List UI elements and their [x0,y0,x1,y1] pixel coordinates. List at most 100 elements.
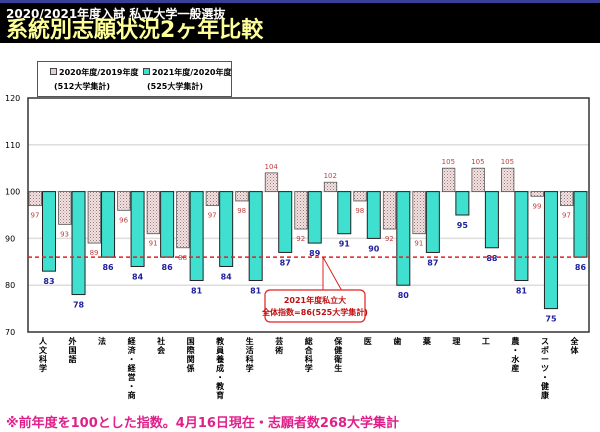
bar-2020 [28,191,42,207]
data-label-2020: 97 [208,212,217,220]
data-label-2021: 89 [309,249,321,258]
x-tick-label: 芸術 [274,336,283,355]
data-label-2021: 86 [575,263,587,272]
x-tick-label: スポーツ・健康 [541,337,550,400]
legend-swatch-icon [143,68,150,75]
bar-2021 [425,191,440,253]
legend-swatch-icon [50,68,57,75]
data-label-2021: 90 [368,244,380,253]
x-tick-label: 法 [98,336,106,346]
bar-2021 [514,191,529,282]
x-tick-label: 全体 [569,336,579,355]
data-label-2020: 102 [324,172,337,180]
bar-2020 [235,191,249,202]
bar-2020 [560,191,574,207]
data-label-2020: 91 [414,240,423,248]
bar-2021 [307,191,322,244]
bar-2021 [189,191,204,282]
bar-2020 [294,191,308,230]
data-label-2021: 81 [516,287,528,296]
data-label-2020: 98 [355,207,364,215]
x-tick-label: 保健衛生 [333,336,343,373]
data-label-2021: 81 [250,287,262,296]
y-tick-label: 120 [5,94,20,103]
data-label-2020: 93 [60,230,69,238]
data-label-2020: 105 [501,158,514,166]
x-tick-label: 歯 [393,336,401,346]
x-tick-label: 経済・経営・商 [128,336,137,400]
header-bar: 2020/2021年度入試 私立大学一般選抜 系統別志願状況2ヶ年比較 [0,0,600,43]
data-label-2020: 92 [296,235,305,243]
data-label-2020: 104 [265,163,279,171]
x-tick-label: 教員養成・教育 [215,336,225,400]
x-tick-label: 農・水産 [510,336,520,373]
bar-2021 [101,191,116,258]
bar-2020 [205,191,220,207]
header-title: 系統別志願状況2ヶ年比較 [6,18,264,43]
data-label-2021: 84 [221,272,233,281]
bar-2021 [396,191,411,286]
x-tick-label: 人文科学 [39,336,48,373]
data-label-2020: 105 [442,158,455,166]
bar-2021 [248,191,263,282]
data-label-2020: 97 [31,212,40,220]
bar-2020 [353,191,367,202]
bar-2021 [130,191,145,267]
x-tick-label: 薬 [422,336,432,346]
legend-label: 2021年度/2020年度 [152,68,232,77]
bar-2020 [441,167,456,192]
x-tick-label: 総合科学 [304,336,314,373]
data-label-2020: 105 [471,158,484,166]
bar-2020 [58,191,72,225]
data-label-2021: 84 [132,272,144,281]
bar-2021 [160,191,175,258]
data-label-2020: 99 [532,202,541,210]
bar-2021 [573,191,588,258]
callout-pointer [322,256,343,292]
bar-2021 [71,191,86,296]
bar-2020 [323,181,338,193]
x-tick-label: 社会 [156,336,165,355]
data-label-2020: 97 [562,212,571,220]
data-label-2021: 91 [339,240,351,249]
bar-2021 [484,191,499,249]
legend-item-2021: 2021年度/2020年度 [143,67,231,78]
callout-line1: 2021年度私立大 [284,295,346,305]
data-label-2020: 98 [237,207,246,215]
legend-item-2020: 2020年度/2019年度 [50,67,138,78]
callout-box [264,289,366,323]
bar-2021 [337,191,352,235]
bar-2020 [87,191,101,244]
bar-2021 [42,191,56,272]
data-label-2021: 80 [398,291,410,300]
data-label-2021: 88 [486,254,498,263]
data-label-2021: 95 [457,221,469,230]
legend: 2020年度/2019年度 (512大学集計) 2021年度/2020年度 (5… [37,61,232,97]
y-tick-label: 70 [5,328,15,337]
callout-line2: 全体指数=86(525大学集計) [261,307,368,317]
bar-2021 [366,191,381,239]
data-label-2020: 92 [385,235,394,243]
data-label-2021: 86 [102,263,114,272]
legend-note-2021: (525大学集計) [147,82,204,91]
bar-2020 [146,191,161,235]
header-subtitle: 2020/2021年度入試 私立大学一般選抜 [6,7,226,21]
data-label-2020: 96 [119,216,128,224]
bar-2021 [278,191,293,253]
y-tick-label: 80 [5,281,15,290]
bar-2020 [501,167,515,192]
x-tick-label: 医 [364,337,372,346]
footnote: ※前年度を100とした指数。4月16日現在・志願者数268大学集計 [6,416,400,431]
data-label-2021: 87 [427,258,438,267]
data-label-2021: 75 [545,315,557,324]
legend-label: 2020年度/2019年度 [59,68,139,77]
data-label-2020: 89 [90,249,99,257]
data-label-2021: 81 [191,287,203,296]
bar-2020 [412,191,426,235]
plot-frame [27,97,590,333]
data-label-2021: 78 [73,301,85,310]
bar-2020 [530,191,544,197]
y-tick-label: 90 [5,234,15,243]
bar-2021 [219,191,234,267]
